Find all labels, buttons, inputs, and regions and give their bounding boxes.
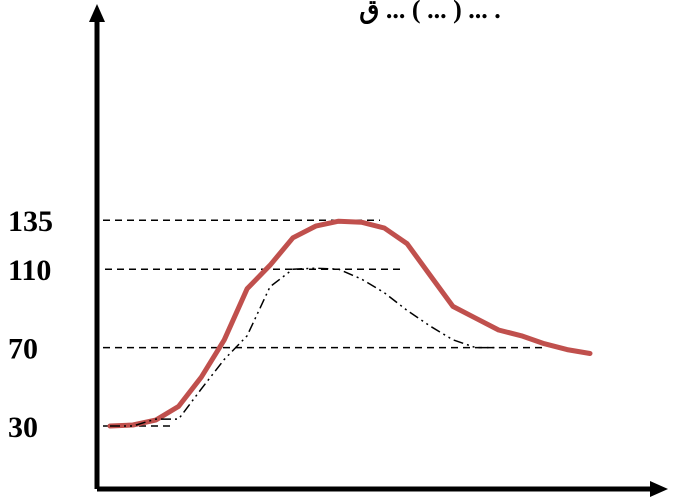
series-1-line [107,218,593,429]
y-tick-label-70: 70 [8,333,38,366]
reference-lines [103,219,545,427]
series-2-line [110,267,499,427]
y-tick-label-135: 135 [8,205,53,238]
series-group [107,218,593,429]
y-axis-arrowhead [89,4,105,22]
y-tick-label-30: 30 [8,411,38,444]
x-axis-arrowhead [650,481,668,497]
y-tick-labels: 30 70 110 135 [8,205,53,444]
axes [89,4,668,497]
header-text-fragment: ق ... ( ... ) ... . [359,0,501,25]
y-tick-label-110: 110 [8,254,51,287]
